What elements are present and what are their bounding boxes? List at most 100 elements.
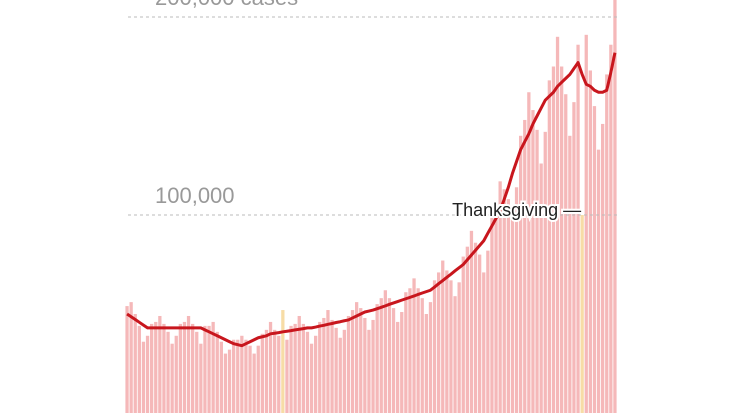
bar — [330, 319, 334, 413]
bar — [252, 353, 256, 413]
bar — [273, 329, 277, 413]
bar — [387, 298, 392, 413]
bar — [486, 250, 490, 413]
bar — [527, 92, 531, 414]
bar — [125, 306, 129, 413]
bar — [379, 298, 383, 413]
bar — [289, 325, 293, 413]
bar — [334, 327, 338, 413]
bar — [576, 44, 580, 413]
bar — [150, 323, 154, 413]
bar — [592, 106, 597, 413]
bar — [375, 304, 379, 413]
bar — [453, 296, 457, 413]
bar — [203, 325, 207, 413]
bar — [613, 0, 617, 414]
bar — [510, 216, 515, 413]
bar — [293, 323, 297, 413]
bar — [580, 215, 584, 413]
bar — [342, 329, 346, 413]
bar — [441, 260, 445, 413]
bar — [445, 270, 449, 413]
bar — [301, 323, 305, 413]
bar — [162, 323, 166, 413]
bar — [170, 343, 174, 413]
bar — [350, 310, 355, 413]
bar — [182, 321, 187, 413]
bar — [555, 36, 560, 414]
bar — [449, 280, 453, 413]
bar — [383, 290, 387, 413]
bar — [465, 246, 469, 413]
bar — [596, 149, 601, 413]
bar — [260, 333, 264, 413]
bar — [551, 66, 556, 413]
bar — [195, 331, 199, 413]
bar — [129, 302, 133, 413]
bar — [437, 272, 441, 413]
bar — [141, 341, 146, 413]
bar — [572, 102, 576, 413]
bar — [314, 335, 318, 413]
bar — [416, 288, 420, 413]
bar — [502, 189, 506, 413]
bar — [424, 314, 428, 413]
bar — [564, 94, 568, 413]
bar — [428, 302, 433, 413]
bar — [338, 337, 342, 413]
bar — [281, 310, 285, 413]
bar — [396, 321, 400, 413]
bar — [207, 325, 211, 413]
bar — [191, 323, 195, 413]
bar — [478, 254, 482, 413]
bar — [469, 230, 474, 413]
bar — [584, 34, 588, 413]
bar — [560, 66, 564, 413]
bar — [223, 353, 228, 413]
bar — [346, 315, 351, 413]
bar — [547, 80, 551, 414]
bar — [285, 339, 289, 413]
bar — [482, 272, 486, 413]
bar — [174, 335, 178, 413]
bar — [236, 339, 240, 413]
bar — [133, 314, 137, 413]
bar — [268, 321, 273, 413]
bar — [215, 331, 219, 413]
bar — [408, 288, 412, 413]
bar — [227, 349, 232, 413]
bar — [186, 315, 191, 413]
bar — [277, 335, 281, 413]
bar — [568, 135, 572, 414]
bar — [420, 298, 424, 413]
bar — [588, 70, 592, 414]
bar — [412, 278, 416, 413]
bar — [535, 129, 539, 414]
bar — [400, 312, 404, 413]
bar — [609, 44, 613, 413]
bar — [490, 216, 494, 413]
bar — [158, 315, 162, 413]
bar — [154, 321, 158, 413]
y-tick-label: 100,000 — [155, 183, 235, 208]
bar — [432, 280, 437, 413]
bar — [309, 343, 314, 413]
bar — [244, 339, 248, 413]
bar — [211, 321, 215, 413]
bar — [322, 317, 326, 413]
bar — [461, 256, 465, 413]
bar — [531, 110, 535, 413]
bar — [240, 335, 244, 413]
bar — [355, 302, 359, 413]
bar — [297, 315, 301, 413]
bar — [326, 310, 330, 413]
bar — [514, 187, 519, 413]
bar — [523, 119, 527, 414]
bar — [178, 323, 182, 413]
bar — [391, 308, 396, 413]
annotation: Thanksgiving — — [452, 200, 581, 220]
bar — [404, 292, 408, 413]
bar — [539, 163, 543, 413]
bar — [199, 343, 203, 413]
